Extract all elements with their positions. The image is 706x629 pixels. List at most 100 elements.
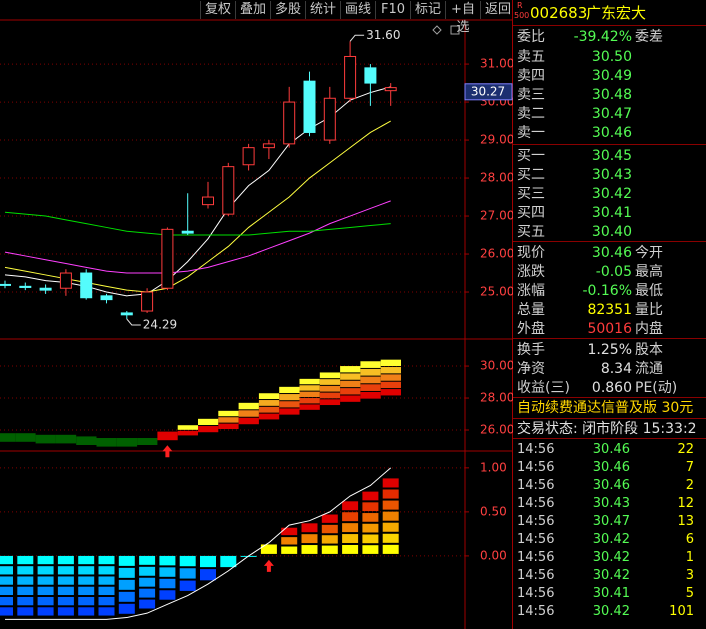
tick-price: 30.42 xyxy=(592,550,630,565)
candle-body xyxy=(80,272,93,299)
order-price: 30.47 xyxy=(591,106,632,122)
badge-top: R xyxy=(517,1,523,10)
bar-block xyxy=(0,566,13,575)
bar-block xyxy=(139,599,156,609)
y-tick-label: 28.00 xyxy=(480,171,513,185)
y-tick-label: 26.00 xyxy=(480,247,513,261)
band-column xyxy=(218,410,239,430)
bar-column xyxy=(17,555,34,616)
tick-price: 30.47 xyxy=(592,514,630,529)
order-label: 卖一 xyxy=(517,125,545,141)
bar-block xyxy=(382,500,399,510)
order-price: 30.48 xyxy=(591,87,632,103)
toolbar-button[interactable]: 画线 xyxy=(340,1,375,19)
band-block xyxy=(238,410,259,417)
bar-block xyxy=(0,555,13,565)
candle-body xyxy=(222,166,235,215)
quote-value: 82351 xyxy=(587,302,632,318)
window-icon[interactable] xyxy=(450,25,460,35)
bar-column xyxy=(260,544,277,554)
bar-block xyxy=(321,545,338,554)
bar-block xyxy=(382,511,399,521)
band-block xyxy=(279,394,300,401)
toolbar-button[interactable]: 标记 xyxy=(410,1,445,19)
band-column xyxy=(340,366,361,402)
bar-block xyxy=(17,607,34,616)
bar-block xyxy=(57,607,74,616)
bar-block xyxy=(382,522,399,532)
ma-line xyxy=(4,120,391,293)
band-block xyxy=(157,431,178,441)
band-block xyxy=(35,434,56,444)
bar-block xyxy=(281,537,298,545)
toolbar-button[interactable]: 叠加 xyxy=(235,1,270,19)
band-block xyxy=(319,379,341,385)
stat-value: 8.34 xyxy=(600,361,632,377)
band-block xyxy=(360,376,381,384)
band-block xyxy=(299,378,320,385)
band-block xyxy=(319,392,341,399)
order-price: 30.46 xyxy=(591,125,632,141)
bar-column xyxy=(78,555,95,616)
separator xyxy=(513,241,706,242)
toolbar-button[interactable]: 返回 xyxy=(480,1,515,19)
toolbar-button[interactable]: F10 xyxy=(375,1,410,19)
candle-body xyxy=(303,80,316,133)
tick-price: 30.42 xyxy=(592,532,630,547)
order-ratio-value: -39.42% xyxy=(573,29,632,45)
y-tick-label: 0.50 xyxy=(480,504,507,518)
order-price: 30.50 xyxy=(591,49,632,65)
band-block xyxy=(258,400,280,406)
bar-block xyxy=(382,533,399,543)
bar-block xyxy=(200,569,216,581)
tick-volume: 5 xyxy=(685,586,694,601)
band-block xyxy=(380,367,401,374)
quote-value: -0.05 xyxy=(595,264,632,280)
band-block xyxy=(96,438,117,447)
stat-label2: PE(动) xyxy=(635,380,678,396)
band-block xyxy=(340,380,361,388)
separator xyxy=(513,25,706,26)
bar-block xyxy=(57,555,74,565)
candle-body xyxy=(161,228,174,289)
bar-block xyxy=(78,586,95,596)
annotation-label: 31.60 xyxy=(366,28,400,42)
band-column xyxy=(15,433,36,442)
order-price: 30.42 xyxy=(591,186,632,202)
bar-block xyxy=(260,544,277,554)
chart-area: 25.00 26.00 27.00 28.00 29.00 30.00 31.00 31.60… xyxy=(0,0,513,629)
annotation-label: 24.29 xyxy=(143,318,177,332)
candle-body xyxy=(0,283,11,286)
tick-price: 30.43 xyxy=(592,496,630,511)
bar-block xyxy=(301,523,318,533)
toolbar-button[interactable]: 复权 xyxy=(200,1,235,19)
tick-time: 14:56 xyxy=(517,478,555,493)
toolbar-button[interactable]: +自选 xyxy=(445,1,480,35)
tick-time: 14:56 xyxy=(517,442,555,457)
separator xyxy=(513,418,706,419)
tick-time: 14:56 xyxy=(517,604,555,619)
candle-body xyxy=(141,291,154,312)
band-block xyxy=(360,391,381,399)
separator xyxy=(513,338,706,339)
order-price: 30.49 xyxy=(591,68,632,84)
quote-value: 30.46 xyxy=(591,245,632,261)
bar-block xyxy=(98,597,115,606)
bar-block xyxy=(281,527,298,536)
bar-block xyxy=(382,478,399,488)
bar-block xyxy=(281,546,298,554)
order-label: 卖五 xyxy=(517,49,545,65)
diamond-icon[interactable] xyxy=(432,25,442,35)
signal-arrow xyxy=(162,445,173,458)
bar-block xyxy=(382,489,399,499)
order-label: 买三 xyxy=(517,186,545,202)
quote-label: 现价 xyxy=(517,245,545,261)
y-tick-label: 25.00 xyxy=(480,285,513,299)
toolbar-button[interactable]: 统计 xyxy=(305,1,340,19)
toolbar-button[interactable]: 多股 xyxy=(270,1,305,19)
bar-block xyxy=(342,501,359,511)
bar-block xyxy=(342,523,359,533)
bar-column xyxy=(37,555,54,616)
band-column xyxy=(238,402,259,425)
